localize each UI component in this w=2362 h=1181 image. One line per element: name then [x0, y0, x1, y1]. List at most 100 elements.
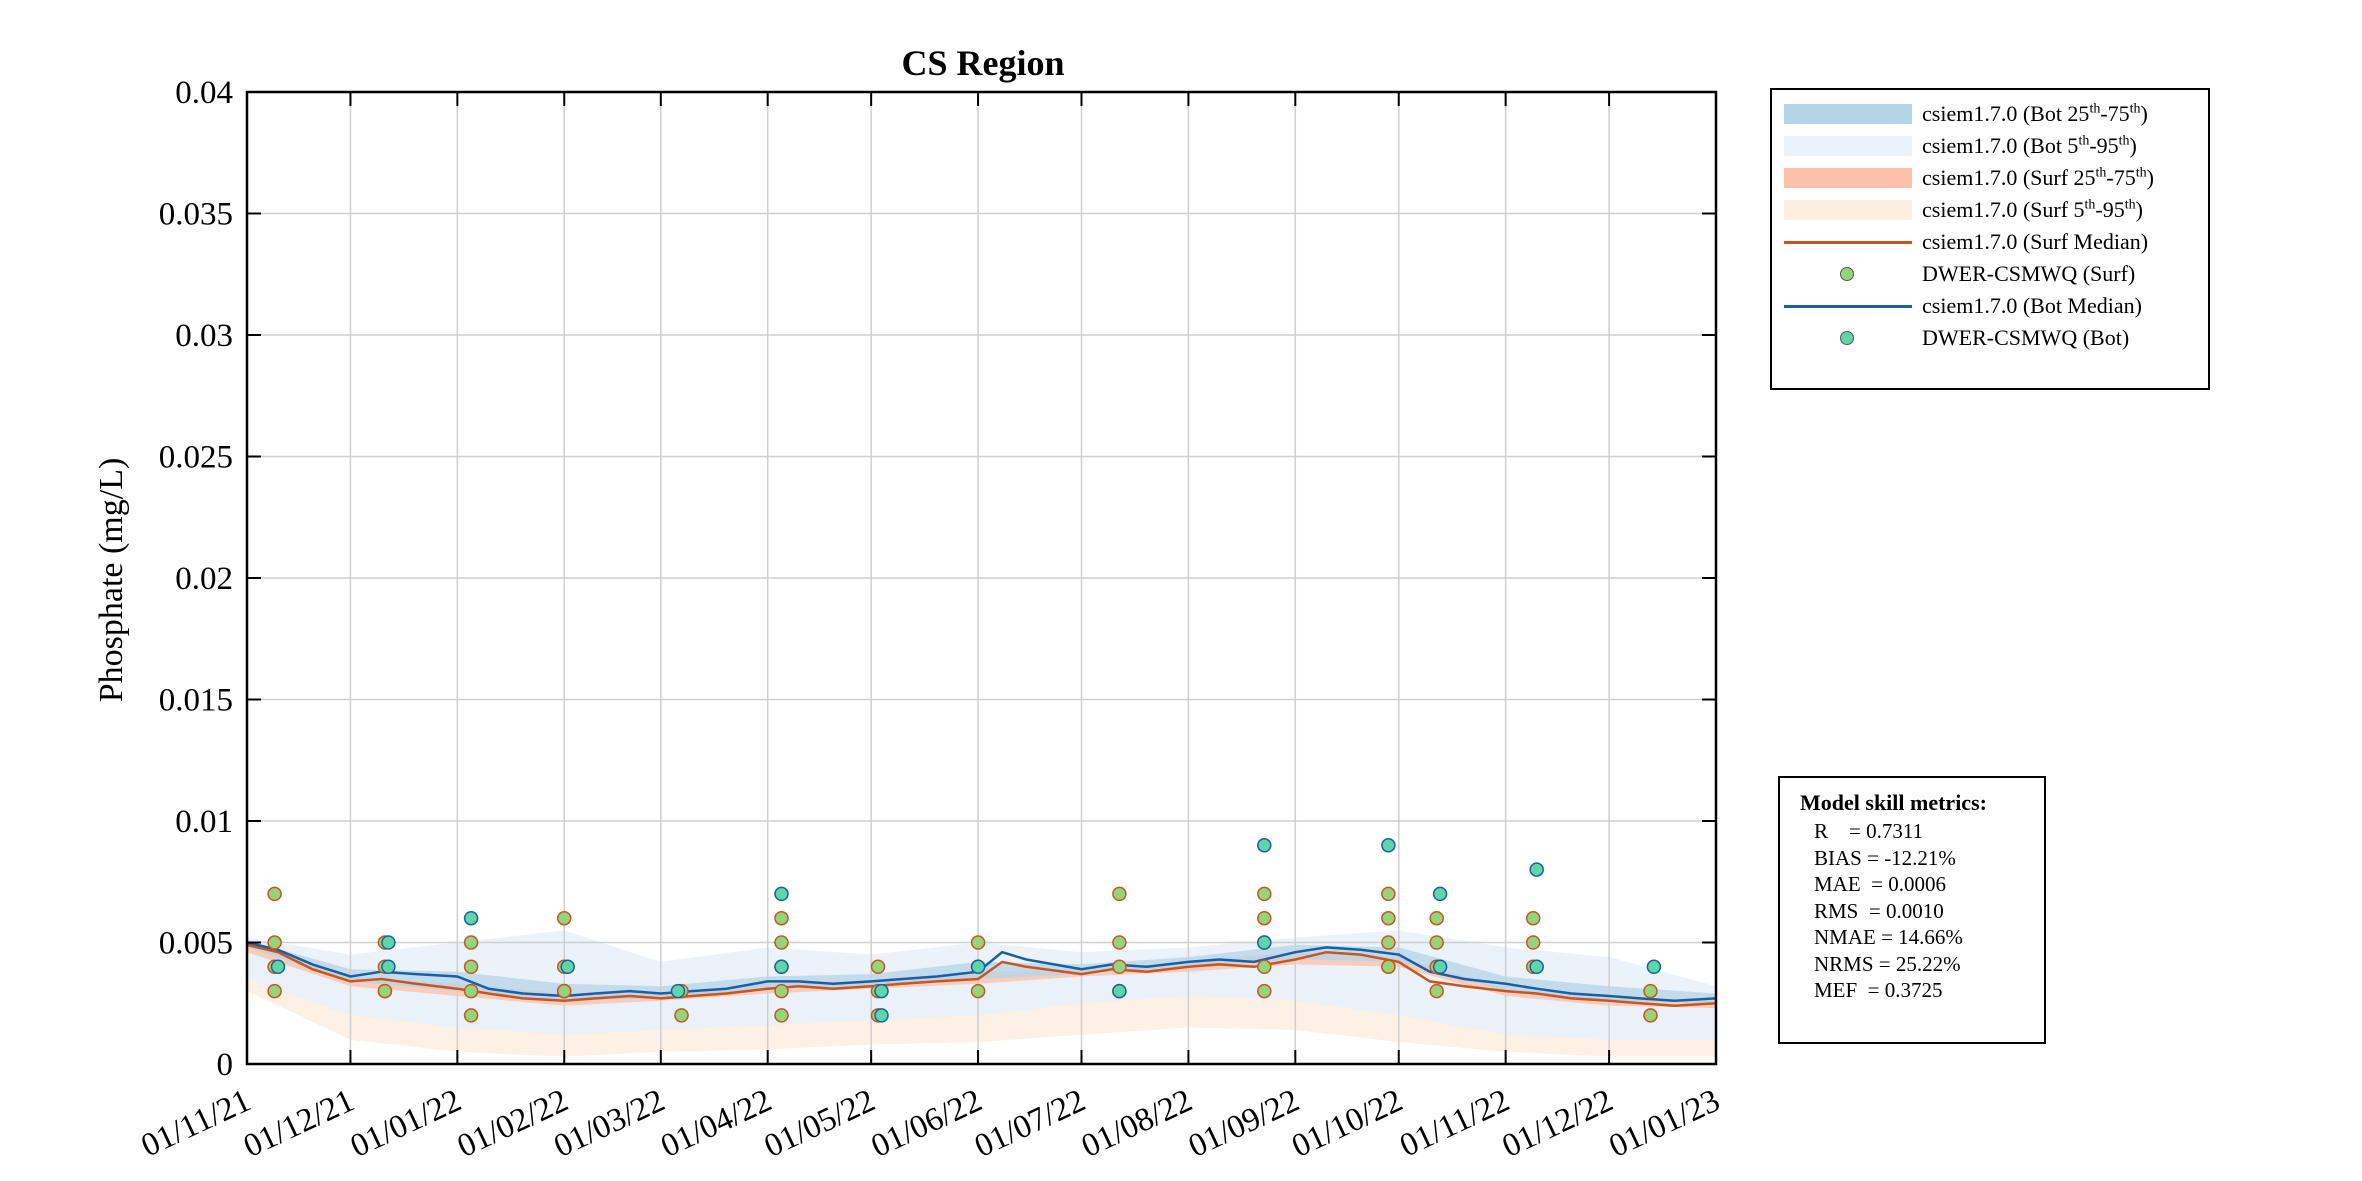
- obs-surf-point-10: [463, 983, 479, 999]
- obs-bot-point-2: [381, 959, 396, 975]
- obs-surf-point-53: [1643, 1008, 1658, 1023]
- chart-title: CS Region: [901, 43, 1064, 83]
- x-tick-label-6: 01/05/22: [759, 1083, 881, 1165]
- legend-marker: [1840, 331, 1854, 345]
- x-tick-label-2: 01/01/22: [345, 1083, 467, 1165]
- legend-label: csiem1.7.0 (Bot Median): [1922, 293, 2142, 318]
- x-tick-label-14: 01/01/23: [1604, 1083, 1726, 1165]
- y-tick-label-6: 0.03: [175, 318, 233, 354]
- obs-bot-point-18: [1529, 959, 1544, 975]
- metrics-row: MAE = 0.0006: [1814, 872, 1947, 896]
- percentile-bands: [247, 930, 1716, 1057]
- obs-surf-point-29: [970, 983, 986, 999]
- obs-surf-point-18: [674, 1008, 689, 1023]
- metrics-row: BIAS = -12.21%: [1814, 845, 1956, 870]
- y-tick-label-2: 0.01: [175, 804, 233, 840]
- obs-surf-point-49: [1525, 910, 1541, 926]
- metrics-title: Model skill metrics:: [1800, 790, 1987, 815]
- obs-surf-point-50: [1525, 935, 1541, 950]
- obs-bot-point-7: [774, 959, 789, 975]
- y-tick-label-5: 0.025: [159, 440, 233, 476]
- obs-surf-point-45: [1429, 935, 1444, 950]
- legend-entry-surf-5-95: csiem1.7.0 (Surf 5th-95th): [1772, 194, 2208, 226]
- legend-swatch: [1784, 104, 1912, 124]
- legend-swatch: [1784, 136, 1912, 156]
- obs-surf-point-27: [970, 935, 986, 950]
- x-tick-label-1: 01/12/21: [238, 1083, 360, 1165]
- x-tick-label-3: 01/02/22: [452, 1083, 574, 1165]
- obs-surf-point-32: [1112, 959, 1127, 975]
- obs-surf-point-3: [267, 983, 282, 999]
- x-tick-label-0: 01/11/21: [136, 1083, 256, 1165]
- legend-entry-bot-median: csiem1.7.0 (Bot Median): [1772, 290, 2208, 322]
- obs-bot-point-0: [270, 959, 286, 975]
- obs-bot-point-10: [970, 959, 986, 975]
- obs-surf-point-19: [774, 910, 789, 926]
- obs-surf-point-31: [1112, 935, 1127, 950]
- legend-line: [1784, 241, 1912, 244]
- obs-surf-point-22: [774, 983, 789, 999]
- legend-label: DWER-CSMWQ (Bot): [1922, 325, 2130, 350]
- obs-surf-point-0: [267, 886, 282, 902]
- obs-surf-point-24: [870, 959, 886, 975]
- legend-swatch: [1784, 168, 1912, 188]
- grid-lines: [247, 92, 1716, 1064]
- obs-surf-point-1: [267, 935, 282, 950]
- y-tick-label-4: 0.02: [175, 561, 233, 597]
- y-tick-label-0: 0: [217, 1047, 234, 1083]
- obs-bot-point-1: [381, 935, 396, 950]
- legend-label: csiem1.7.0 (Surf 25th-75th): [1922, 165, 2154, 190]
- legend-marker: [1840, 267, 1854, 281]
- x-tick-label-13: 01/12/22: [1497, 1083, 1619, 1165]
- obs-bot-point-15: [1432, 886, 1448, 902]
- obs-bot-point-5: [670, 983, 686, 999]
- obs-surf-point-37: [1257, 959, 1272, 975]
- metrics-row: MEF = 0.3725: [1814, 978, 1943, 1002]
- legend-entry-surf-median: csiem1.7.0 (Surf Median): [1772, 226, 2208, 258]
- obs-surf-point-23: [774, 1008, 789, 1023]
- obs-bot-point-13: [1257, 935, 1272, 950]
- obs-surf-point-12: [556, 910, 572, 926]
- legend-label: DWER-CSMWQ (Surf): [1922, 261, 2136, 286]
- y-tick-label-1: 0.005: [159, 926, 233, 962]
- legend: csiem1.7.0 (Bot 25th-75th) csiem1.7.0 (Bo…: [1770, 88, 2210, 390]
- legend-entry-obs-surf: DWER-CSMWQ (Surf): [1772, 258, 2208, 290]
- obs-surf-point-11: [463, 1008, 479, 1023]
- metrics-row: NMAE = 14.66%: [1814, 925, 1963, 949]
- legend-line: [1784, 305, 1912, 308]
- legend-swatch: [1784, 200, 1912, 220]
- obs-bot-point-8: [874, 983, 889, 999]
- x-tick-label-5: 01/04/22: [656, 1083, 778, 1165]
- legend-label: csiem1.7.0 (Bot 5th-95th): [1922, 133, 2137, 158]
- metrics-row: R = 0.7311: [1814, 819, 1924, 843]
- x-tick-label-7: 01/06/22: [866, 1083, 988, 1165]
- obs-surf-point-44: [1429, 910, 1444, 926]
- y-axis-label: Phosphate (mg/L): [93, 458, 130, 703]
- legend-entry-bot-5-95: csiem1.7.0 (Bot 5th-95th): [1772, 130, 2208, 162]
- obs-surf-point-9: [463, 959, 479, 975]
- y-tick-label-8: 0.04: [175, 75, 233, 111]
- obs-surf-point-35: [1257, 910, 1272, 926]
- obs-bot-point-6: [774, 886, 789, 902]
- obs-surf-point-7: [377, 983, 393, 999]
- obs-bot-point-12: [1257, 838, 1272, 853]
- legend-entry-surf-25-75: csiem1.7.0 (Surf 25th-75th): [1772, 162, 2208, 194]
- obs-surf-point-41: [1381, 935, 1396, 950]
- legend-entry-bot-25-75: csiem1.7.0 (Bot 25th-75th): [1772, 98, 2208, 130]
- obs-bot-point-14: [1381, 838, 1396, 853]
- x-tick-label-12: 01/11/22: [1395, 1083, 1515, 1165]
- obs-bot-point-4: [560, 959, 575, 975]
- obs-surf-point-8: [463, 935, 479, 950]
- x-tick-label-8: 01/07/22: [969, 1083, 1091, 1165]
- x-tick-label-9: 01/08/22: [1076, 1083, 1198, 1165]
- obs-surf-point-20: [774, 935, 789, 950]
- y-tick-label-3: 0.015: [159, 683, 233, 719]
- legend-entry-obs-bot: DWER-CSMWQ (Bot): [1772, 322, 2208, 354]
- obs-surf-point-40: [1381, 910, 1396, 926]
- obs-surf-point-39: [1381, 886, 1396, 902]
- obs-surf-point-43: [1381, 959, 1396, 975]
- obs-bot-point-9: [874, 1008, 889, 1023]
- x-tick-label-10: 01/09/22: [1183, 1083, 1305, 1165]
- obs-bot-point-3: [463, 910, 479, 926]
